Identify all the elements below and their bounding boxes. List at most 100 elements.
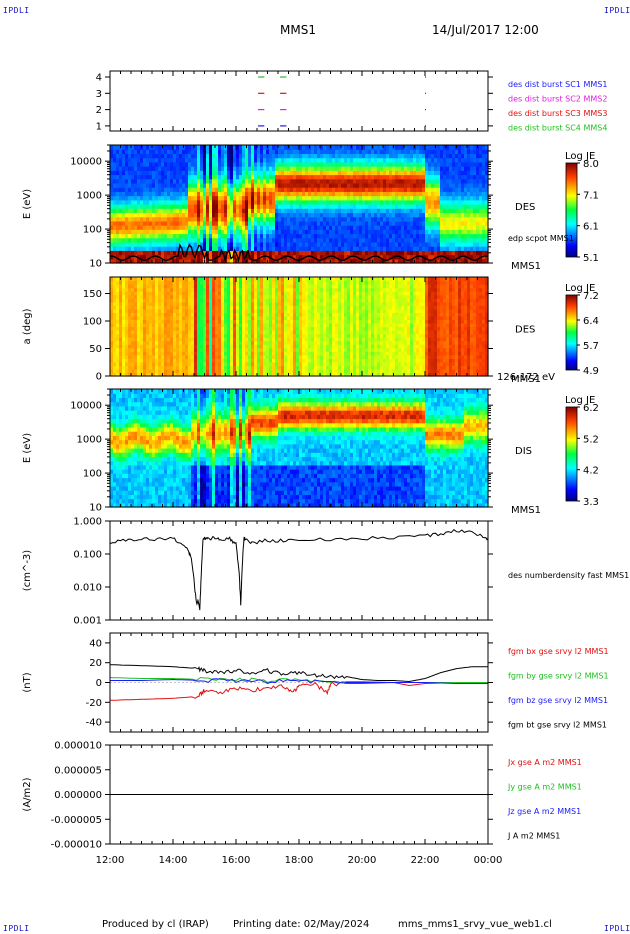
burst-panel-frame [109,70,489,132]
corner-mark-top-left: IPDLI [3,6,30,15]
des-energy-ytick-label: 10 [89,259,102,270]
script-name: mms_mms1_srvy_vue_web1.cl [398,919,552,930]
dis-energy-ytick-label: 10000 [70,401,102,412]
des-energy-instrument-label: DES [515,202,535,213]
burst-panel-ytick-label: 1 [96,121,102,132]
dis-energy-colorbar [565,406,578,502]
density-ytick-label: 0.010 [73,583,102,594]
dis-energy-colorbar-label: 6.2 [583,403,599,414]
des-energy-ytick-label: 100 [83,225,102,236]
dis-energy-spectrogram [110,389,489,508]
field-legend-2: fgm by gse srvy l2 MMS1 [508,672,609,681]
burst-panel-ytick-label: 4 [96,73,102,84]
burst-legend-1: des dist burst SC1 MMS1 [508,80,607,89]
des-pitch-colorbar [565,294,578,371]
field-ytick-label: -40 [86,718,102,729]
x-tick-label: 12:00 [96,855,125,866]
current-legend-1: Jx gse A m2 MMS1 [507,758,582,767]
field-line-4 [110,664,488,683]
burst-legend-4: des dist burst SC4 MMS4 [508,124,607,133]
des-pitch-ytick-label: 150 [83,289,102,300]
burst-panel-ytick-label: 2 [96,105,102,116]
current-legend-4: J A m2 MMS1 [507,832,560,841]
current-legend-2: Jy gse A m2 MMS1 [507,783,582,792]
field-ylabel: (nT) [22,672,33,692]
field-ytick-label: 0 [96,678,102,689]
dis-energy-colorbar-label: 5.2 [583,434,599,445]
des-pitch-ytick-label: 100 [83,317,102,328]
date-time: 14/Jul/2017 12:00 [432,23,539,37]
dis-energy-mms-label: MMS1 [511,505,541,516]
burst-dot [425,125,426,127]
field-ytick-label: 20 [89,658,102,669]
des-energy-spectrogram [110,145,489,264]
dis-energy-colorbar-label: 3.3 [583,497,599,508]
field-ytick-label: -20 [86,698,102,709]
des-energy-ytick-label: 1000 [77,191,102,202]
dis-energy-ytick-label: 100 [83,469,102,480]
des-pitch-mms-label: MMS1 [511,374,541,385]
corner-mark-top-right: IPDLI [604,6,630,15]
burst-panel-ytick-label: 3 [96,89,102,100]
current-legend-3: Jz gse A m2 MMS1 [507,807,581,816]
density-ytick-label: 1.000 [73,517,102,528]
x-tick-label: 18:00 [285,855,314,866]
des-pitch-ytick-label: 50 [89,344,102,355]
x-tick-label: 22:00 [411,855,440,866]
field-line-1 [110,681,488,701]
des-pitch-colorbar-label: 4.9 [583,366,599,377]
density-line [110,529,488,611]
corner-mark-bottom-left: IPDLI [3,924,30,933]
field-ytick-label: 40 [89,638,102,649]
dis-energy-ylabel: E (eV) [22,433,33,463]
density-ylabel: (cm^-3) [22,550,33,591]
des-energy-colorbar-title: Log JE [565,151,595,162]
dis-energy-ytick-label: 1000 [77,435,102,446]
burst-dot [425,109,426,111]
des-energy-colorbar-label: 7.1 [583,190,599,201]
burst-dot [425,76,426,78]
des-energy-colorbar-label: 8.0 [583,159,599,170]
des-energy-ylabel: E (eV) [22,189,33,219]
burst-dot [425,92,426,94]
burst-legend-2: des dist burst SC2 MMS2 [508,95,607,104]
dis-energy-colorbar-title: Log JE [565,395,595,406]
des-pitch-instrument-label: DES [515,325,535,336]
dis-energy-ytick-label: 10 [89,503,102,514]
des-pitch-colorbar-label: 7.2 [583,291,599,302]
des-pitch-colorbar-label: 6.4 [583,316,599,327]
field-legend-1: fgm bx gse srvy l2 MMS1 [508,647,609,656]
energy-band-label: 126-172 eV [497,372,555,383]
des-energy-colorbar [565,162,578,258]
field-legend-4: fgm bt gse srvy l2 MMS1 [508,721,607,730]
des-pitch-spectrogram [110,277,489,377]
burst-legend-3: des dist burst SC3 MMS3 [508,109,607,118]
printing-date: Printing date: 02/May/2024 [233,919,370,930]
dis-energy-colorbar-label: 4.2 [583,466,599,477]
field-line-3 [110,678,488,684]
dis-energy-instrument-label: DIS [515,446,532,457]
des-energy-mms-label: MMS1 [511,261,541,272]
produced-by: Produced by cl (IRAP) [102,919,209,930]
density-ytick-label: 0.100 [73,550,102,561]
current-ytick-label: -0.000005 [51,815,102,826]
x-tick-label: 00:00 [474,855,503,866]
current-ytick-label: -0.000010 [51,840,102,851]
des-energy-colorbar-label: 5.1 [583,253,599,264]
corner-mark-bottom-right: IPDLI [604,924,630,933]
des-pitch-colorbar-label: 5.7 [583,341,599,352]
des-energy-ytick-label: 10000 [70,157,102,168]
current-ytick-label: 0.000010 [54,741,102,752]
x-tick-label: 16:00 [222,855,251,866]
des-pitch-colorbar-title: Log JE [565,283,595,294]
des-energy-colorbar-label: 6.1 [583,222,599,233]
mission-title: MMS1 [280,23,316,37]
density-legend: des numberdensity fast MMS1 [508,571,629,580]
current-ytick-label: 0.000000 [54,790,102,801]
x-tick-label: 14:00 [159,855,188,866]
density-ytick-label: 0.001 [73,616,102,627]
x-tick-label: 20:00 [348,855,377,866]
field-legend-3: fgm bz gse srvy l2 MMS1 [508,696,608,705]
des-pitch-ylabel: a (deg) [22,308,33,344]
